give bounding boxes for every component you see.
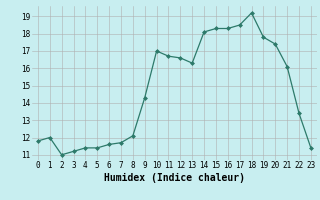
- X-axis label: Humidex (Indice chaleur): Humidex (Indice chaleur): [104, 173, 245, 183]
